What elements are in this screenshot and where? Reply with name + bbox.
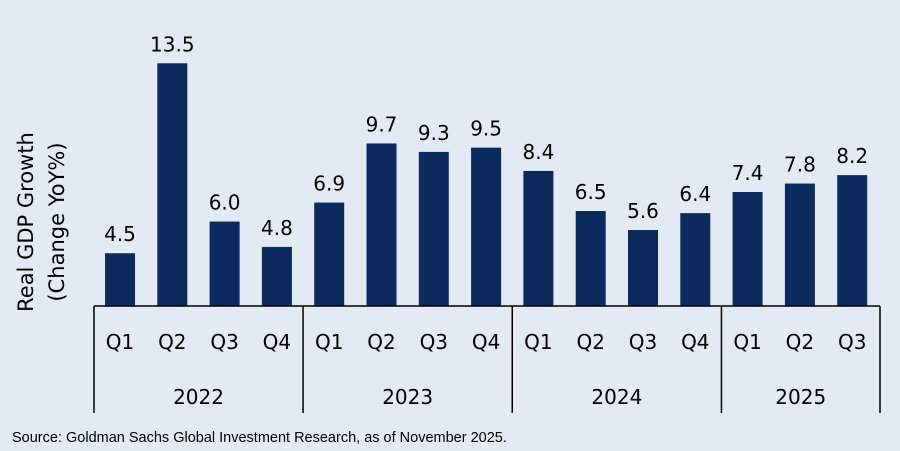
bar	[105, 253, 135, 306]
bar	[418, 151, 449, 306]
data-label: 5.6	[627, 199, 659, 223]
bar	[314, 202, 345, 306]
bar	[732, 192, 763, 306]
year-label: 2025	[775, 385, 826, 409]
bar	[471, 147, 502, 306]
data-label: 6.5	[575, 180, 607, 204]
data-label: 6.0	[209, 191, 241, 215]
bar	[209, 221, 240, 306]
x-tick-label: Q1	[733, 330, 761, 354]
x-tick-label: Q1	[315, 330, 343, 354]
bar	[366, 143, 397, 306]
year-label: 2024	[591, 385, 642, 409]
bar	[628, 230, 658, 306]
y-axis-label-line1: Real GDP Growth	[14, 132, 38, 312]
bar	[261, 246, 292, 306]
bar	[157, 63, 188, 306]
x-tick-label: Q3	[210, 330, 238, 354]
data-label: 9.7	[366, 112, 398, 136]
data-label: 4.8	[261, 216, 293, 240]
data-label: 8.4	[522, 140, 554, 164]
x-tick-label: Q4	[681, 330, 709, 354]
x-tick-label: Q4	[263, 330, 291, 354]
x-tick-label: Q1	[106, 330, 134, 354]
data-label: 8.2	[836, 144, 868, 168]
y-axis-label: Real GDP Growth (Change YoY%)	[14, 132, 69, 312]
data-label: 6.9	[313, 172, 345, 196]
year-label: 2023	[382, 385, 433, 409]
x-tick-label: Q3	[420, 330, 448, 354]
bar	[784, 183, 815, 306]
data-label: 4.5	[104, 222, 136, 246]
source-note: Source: Goldman Sachs Global Investment …	[12, 430, 507, 446]
data-label: 7.8	[784, 153, 816, 177]
x-tick-label: Q2	[576, 330, 604, 354]
data-label: 9.5	[470, 117, 502, 141]
x-tick-label: Q2	[367, 330, 395, 354]
x-tick-label: Q3	[838, 330, 866, 354]
bar	[575, 211, 606, 306]
x-tick-label: Q2	[786, 330, 814, 354]
data-label: 9.3	[418, 121, 450, 145]
y-axis-label-line2: (Change YoY%)	[45, 142, 69, 301]
data-label: 13.5	[150, 32, 195, 56]
data-label: 6.4	[679, 182, 711, 206]
year-label: 2022	[173, 385, 224, 409]
bar	[837, 175, 868, 306]
data-label: 7.4	[732, 161, 764, 185]
x-tick-label: Q4	[472, 330, 500, 354]
bar	[523, 170, 554, 306]
x-tick-label: Q2	[158, 330, 186, 354]
x-tick-label: Q1	[524, 330, 552, 354]
bar	[680, 213, 711, 306]
x-tick-label: Q3	[629, 330, 657, 354]
